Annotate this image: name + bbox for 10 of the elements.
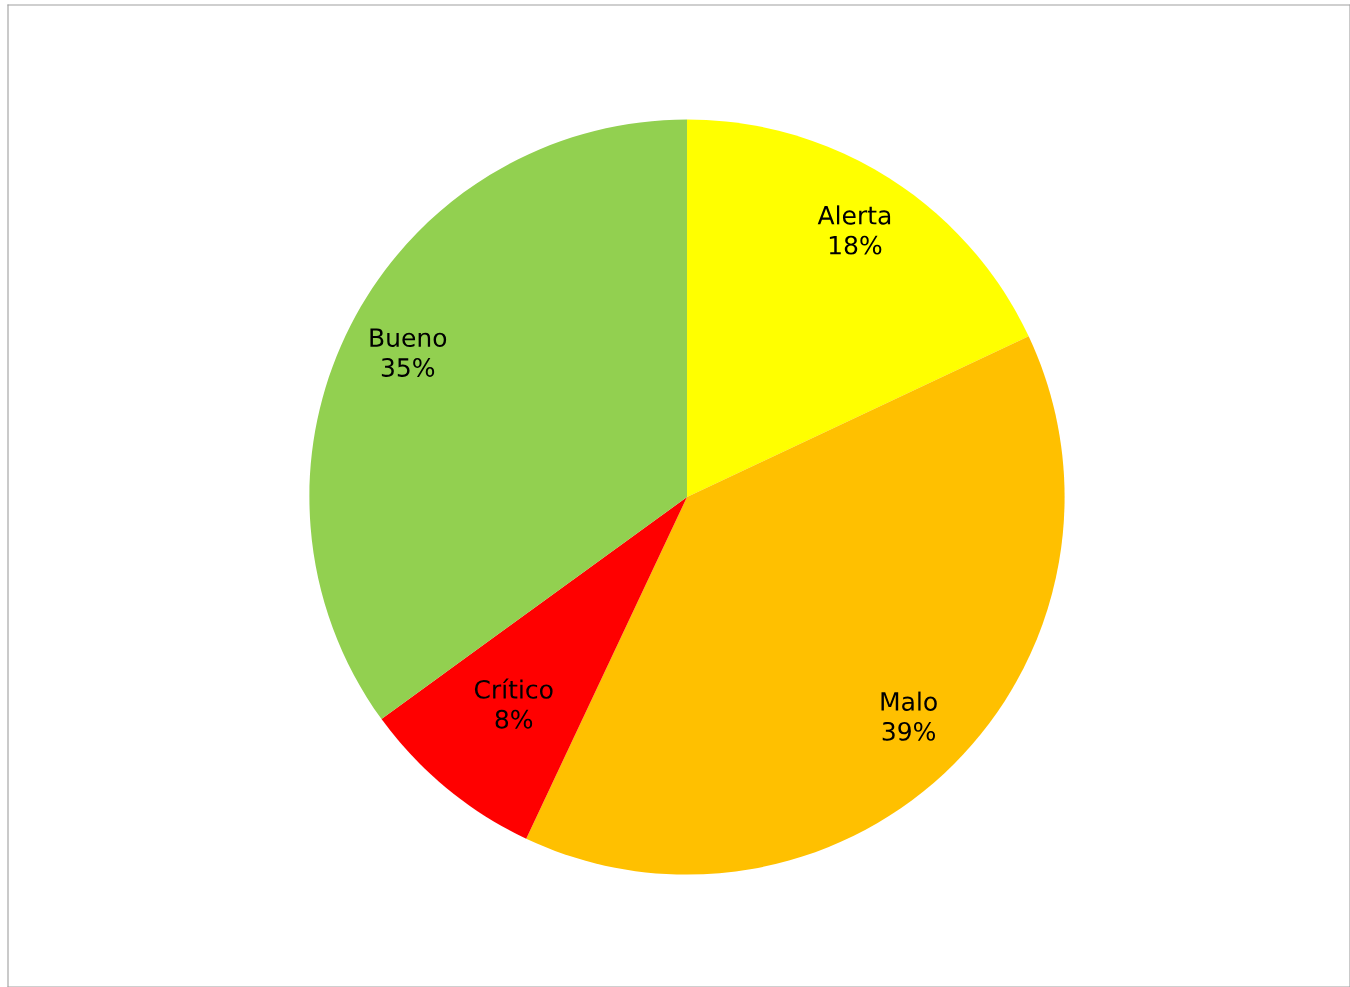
data-label: 35%: [381, 358, 435, 377]
slice-label: Alerta: [817, 205, 891, 225]
slice-label: Crítico: [474, 678, 553, 699]
data-label: 18%: [829, 235, 882, 255]
slice-label: Bueno: [370, 328, 447, 348]
data-label: 8%: [495, 709, 533, 729]
pie-slice: [381, 497, 687, 839]
pie-slice: [687, 119, 1029, 497]
data-label: 39%: [882, 721, 936, 741]
slice-label: Malo: [881, 691, 937, 711]
